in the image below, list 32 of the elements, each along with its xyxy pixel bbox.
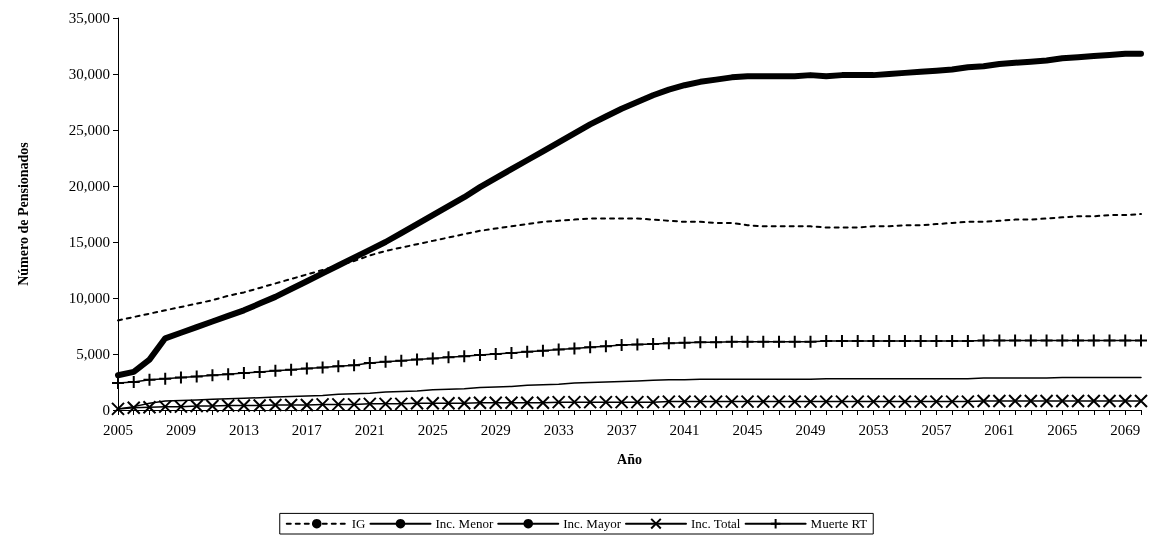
y-tick-label: 20,000 [68,178,110,194]
y-tick-label: 15,000 [68,234,110,250]
y-tick-label: 5,000 [76,346,110,362]
x-tick-label: 2017 [291,421,323,438]
y-tick-label: 35,000 [68,10,110,26]
legend-label: Inc. Total [690,516,741,532]
y-tick-label: 10,000 [68,290,110,306]
x-tick-label: 2029 [480,421,511,438]
x-tick-label: 2009 [165,421,196,438]
x-tick-label: 2033 [543,421,574,438]
x-tick-label: 2037 [606,421,638,438]
x-tick-label: 2021 [354,421,385,438]
x-axis-title: Año [617,451,642,467]
x-tick-label: 2045 [732,421,763,438]
x-tick-label: 2053 [858,421,889,438]
x-tick-label: 2041 [669,421,700,438]
x-tick-label: 2013 [228,421,259,438]
legend-label: Inc. Mayor [563,516,622,532]
y-axis-title: Número de Pensionados [15,141,31,286]
legend-label: Inc. Menor [435,516,494,532]
x-tick-label: 2057 [921,421,952,438]
x-tick-label: 2065 [1047,421,1078,438]
x-tick-label: 2061 [984,421,1015,438]
legend-label: IG [351,516,366,532]
y-tick-label: 30,000 [68,66,110,82]
y-tick-label: 0 [102,402,110,418]
x-tick-label: 2005 [103,421,133,438]
x-tick-label: 2049 [795,421,826,438]
legend-label: Muerte RT [810,516,868,532]
x-tick-label: 2025 [417,421,448,438]
y-tick-label: 25,000 [68,122,110,138]
x-tick-label: 2069 [1110,421,1141,438]
